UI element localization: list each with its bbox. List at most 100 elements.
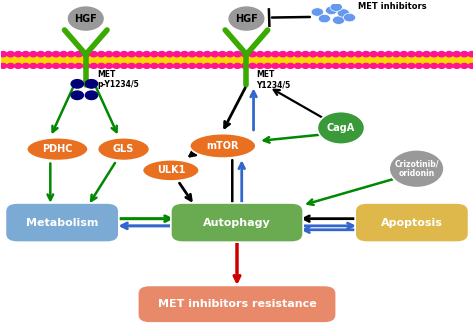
Ellipse shape: [98, 138, 150, 161]
Circle shape: [430, 64, 438, 68]
Circle shape: [423, 64, 430, 68]
FancyBboxPatch shape: [171, 203, 303, 242]
Circle shape: [392, 52, 400, 57]
Circle shape: [256, 52, 264, 57]
Circle shape: [318, 14, 330, 23]
Text: HGF: HGF: [74, 14, 97, 24]
Circle shape: [446, 52, 453, 57]
FancyBboxPatch shape: [138, 285, 336, 323]
Circle shape: [60, 52, 67, 57]
Circle shape: [188, 52, 196, 57]
Circle shape: [71, 79, 83, 88]
Text: ULK1: ULK1: [156, 166, 185, 175]
Circle shape: [226, 52, 234, 57]
Circle shape: [143, 52, 151, 57]
Circle shape: [317, 52, 324, 57]
Circle shape: [415, 52, 423, 57]
Circle shape: [52, 52, 60, 57]
Circle shape: [377, 52, 385, 57]
Circle shape: [22, 64, 29, 68]
Text: Apoptosis: Apoptosis: [381, 217, 443, 228]
Circle shape: [219, 52, 226, 57]
Circle shape: [219, 64, 226, 68]
Circle shape: [68, 64, 75, 68]
Circle shape: [362, 52, 370, 57]
Circle shape: [453, 64, 460, 68]
Circle shape: [71, 91, 83, 100]
Circle shape: [166, 64, 173, 68]
Circle shape: [264, 52, 272, 57]
Circle shape: [468, 64, 474, 68]
Circle shape: [22, 52, 29, 57]
Text: mTOR: mTOR: [207, 141, 239, 151]
Circle shape: [128, 52, 136, 57]
Circle shape: [461, 52, 468, 57]
Text: Autophagy: Autophagy: [203, 217, 271, 228]
Circle shape: [203, 52, 211, 57]
Circle shape: [14, 52, 22, 57]
Circle shape: [105, 64, 112, 68]
Circle shape: [151, 64, 158, 68]
Circle shape: [211, 52, 219, 57]
Circle shape: [45, 52, 52, 57]
Circle shape: [227, 64, 234, 68]
Circle shape: [370, 52, 377, 57]
Circle shape: [7, 64, 14, 68]
Ellipse shape: [190, 134, 256, 158]
Circle shape: [355, 64, 362, 68]
Circle shape: [105, 52, 113, 57]
Circle shape: [165, 52, 173, 57]
Text: MET inhibitors resistance: MET inhibitors resistance: [158, 299, 316, 309]
Circle shape: [249, 64, 256, 68]
Circle shape: [279, 52, 287, 57]
Ellipse shape: [27, 138, 88, 161]
Circle shape: [393, 64, 400, 68]
Circle shape: [294, 64, 301, 68]
Circle shape: [339, 52, 347, 57]
Circle shape: [302, 52, 310, 57]
Circle shape: [53, 64, 60, 68]
Text: GLS: GLS: [113, 144, 134, 154]
Circle shape: [385, 64, 392, 68]
Circle shape: [423, 52, 430, 57]
Circle shape: [158, 64, 165, 68]
Circle shape: [136, 64, 143, 68]
Circle shape: [85, 91, 98, 100]
Circle shape: [158, 52, 165, 57]
Circle shape: [279, 64, 286, 68]
Circle shape: [211, 64, 219, 68]
Circle shape: [318, 112, 365, 144]
Circle shape: [30, 64, 37, 68]
Circle shape: [415, 64, 422, 68]
Circle shape: [446, 64, 453, 68]
Circle shape: [264, 64, 271, 68]
Text: MET
Y1234/5: MET Y1234/5: [256, 70, 290, 89]
Circle shape: [90, 52, 98, 57]
Circle shape: [98, 64, 105, 68]
Circle shape: [347, 64, 355, 68]
Circle shape: [60, 64, 67, 68]
Ellipse shape: [143, 160, 199, 181]
Circle shape: [234, 64, 241, 68]
Text: MET
p-Y1234/5: MET p-Y1234/5: [98, 70, 139, 89]
Text: PDHC: PDHC: [42, 144, 73, 154]
Circle shape: [85, 79, 98, 88]
Circle shape: [332, 16, 345, 24]
Circle shape: [173, 64, 181, 68]
Circle shape: [249, 52, 256, 57]
Circle shape: [128, 64, 135, 68]
Circle shape: [317, 64, 324, 68]
Text: MET inhibitors: MET inhibitors: [357, 2, 426, 11]
Circle shape: [272, 64, 279, 68]
Circle shape: [294, 52, 302, 57]
Circle shape: [430, 52, 438, 57]
Circle shape: [325, 64, 332, 68]
Circle shape: [67, 6, 105, 32]
Circle shape: [189, 64, 196, 68]
Circle shape: [347, 52, 355, 57]
FancyBboxPatch shape: [5, 203, 119, 242]
Circle shape: [113, 52, 120, 57]
Circle shape: [228, 6, 265, 32]
Circle shape: [438, 52, 446, 57]
Circle shape: [82, 52, 90, 57]
